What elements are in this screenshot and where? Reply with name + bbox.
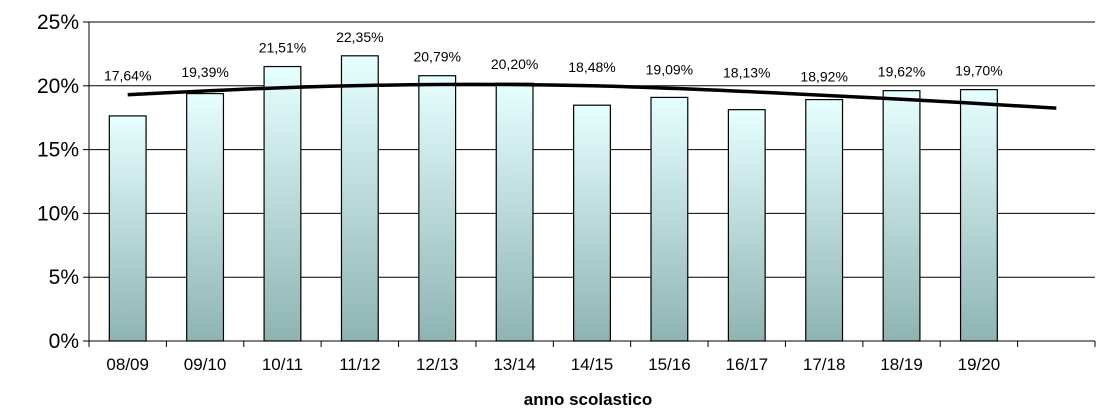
x-tick-label: 11/12: [339, 355, 380, 374]
y-tick-label: 25%: [37, 11, 79, 34]
x-tick-label: 17/18: [803, 355, 846, 374]
bar: [805, 98, 844, 342]
x-tick-label: 15/16: [648, 355, 691, 374]
y-tick-label: 15%: [37, 139, 79, 162]
x-tick-label: 18/19: [880, 355, 923, 374]
data-label: 19,62%: [878, 64, 925, 80]
y-tick-label: 10%: [37, 202, 79, 225]
bars: [108, 55, 998, 342]
trendline: [127, 82, 1057, 110]
y-tick-label: 0%: [49, 330, 79, 353]
bar: [186, 92, 225, 342]
y-tick-label: 5%: [49, 266, 79, 289]
bar: [418, 75, 457, 342]
x-tick-label: 19/20: [958, 355, 1001, 374]
data-label: 18,48%: [568, 59, 615, 75]
trendline-group: [127, 82, 1057, 110]
axes: [83, 21, 1096, 347]
labels: 0% 5% 10% 15% 20% 25% 08/09 09/10 10/11 11/12 12/1…: [37, 11, 1003, 374]
bar: [959, 89, 998, 342]
data-label: 20,20%: [491, 56, 538, 72]
bar: [650, 96, 689, 342]
x-tick-label: 14/15: [571, 355, 614, 374]
y-tick-label: 20%: [37, 75, 79, 98]
bar: [727, 109, 766, 342]
bar: [495, 82, 534, 342]
data-label: 22,35%: [336, 29, 383, 45]
bar: [263, 65, 302, 342]
x-tick-label: 10/11: [262, 355, 303, 374]
data-label: 17,64%: [104, 68, 151, 84]
bar: [882, 90, 921, 342]
x-axis-title: anno scolastico: [524, 390, 652, 409]
bar: [573, 104, 611, 342]
bar: [108, 115, 147, 342]
data-label: 18,13%: [723, 65, 770, 81]
x-tick-label: 12/13: [416, 355, 459, 374]
x-tick-label: 13/14: [493, 355, 536, 374]
x-tick-label: 09/10: [184, 355, 227, 374]
x-tick-label: 08/09: [106, 355, 149, 374]
data-label: 19,09%: [646, 62, 693, 78]
bar: [340, 55, 379, 342]
data-label: 21,51%: [259, 40, 306, 56]
data-label: 20,79%: [413, 49, 460, 65]
data-label: 18,92%: [800, 68, 847, 84]
data-label: 19,70%: [955, 63, 1002, 79]
data-label: 19,39%: [181, 64, 228, 80]
x-tick-label: 16/17: [725, 355, 768, 374]
